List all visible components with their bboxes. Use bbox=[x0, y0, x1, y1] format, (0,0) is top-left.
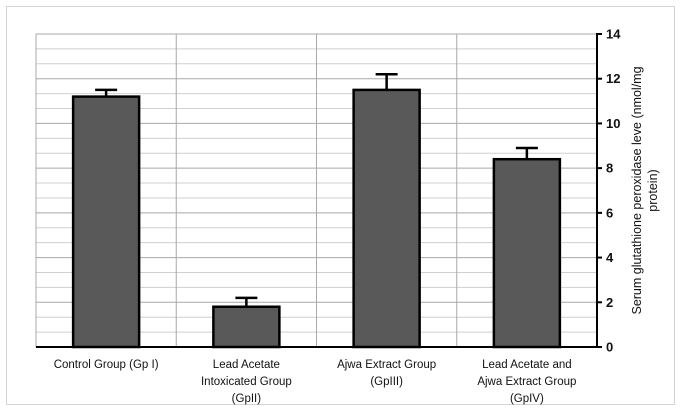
category-label: Lead Acetate and Ajwa Extract Group (GpIV) bbox=[477, 359, 576, 405]
chart-frame bbox=[6, 6, 675, 405]
category-label: Control Group (Gp I) bbox=[54, 359, 159, 371]
bar bbox=[492, 157, 562, 349]
category-label-line: (GpII) bbox=[232, 393, 262, 405]
y-axis-title-line: Serum glutathione peroxidase leve (nmol/… bbox=[630, 66, 644, 314]
y-tick-label: 6 bbox=[606, 205, 613, 220]
y-axis-title: Serum glutathione peroxidase leve (nmol/… bbox=[630, 66, 660, 314]
category-label-line: Control Group (Gp I) bbox=[54, 359, 159, 371]
y-tick-label: 2 bbox=[606, 295, 613, 310]
y-axis-title-line: protein) bbox=[646, 169, 660, 211]
bar bbox=[212, 305, 281, 349]
category-label: Lead Acetate Intoxicated Group (GpII) bbox=[201, 359, 292, 405]
category-label-line: Lead Acetate bbox=[213, 359, 280, 371]
y-tick-label: 10 bbox=[606, 116, 620, 131]
y-tick-label: 12 bbox=[606, 71, 620, 86]
category-label-line: Ajwa Extract Group bbox=[337, 359, 436, 371]
axis-layer bbox=[36, 33, 602, 348]
bar bbox=[352, 88, 421, 349]
y-tick-label: 0 bbox=[606, 340, 613, 355]
y-tick-label: 8 bbox=[606, 161, 613, 176]
y-tick-label: 14 bbox=[606, 27, 621, 42]
y-tick-label: 4 bbox=[606, 250, 614, 265]
category-label-line: Lead Acetate and bbox=[482, 359, 572, 371]
category-label-line: Ajwa Extract Group bbox=[477, 376, 576, 388]
bar bbox=[71, 95, 141, 349]
category-label-line: Intoxicated Group bbox=[201, 376, 292, 388]
category-label-line: (GpIV) bbox=[510, 393, 544, 405]
label-layer: 0 2 4 6 8 10 12 14 Control Group (Gp I) Lead Acet… bbox=[54, 27, 660, 406]
category-label: Ajwa Extract Group (GpIII) bbox=[337, 359, 436, 388]
category-label-line: (GpIII) bbox=[370, 376, 403, 388]
